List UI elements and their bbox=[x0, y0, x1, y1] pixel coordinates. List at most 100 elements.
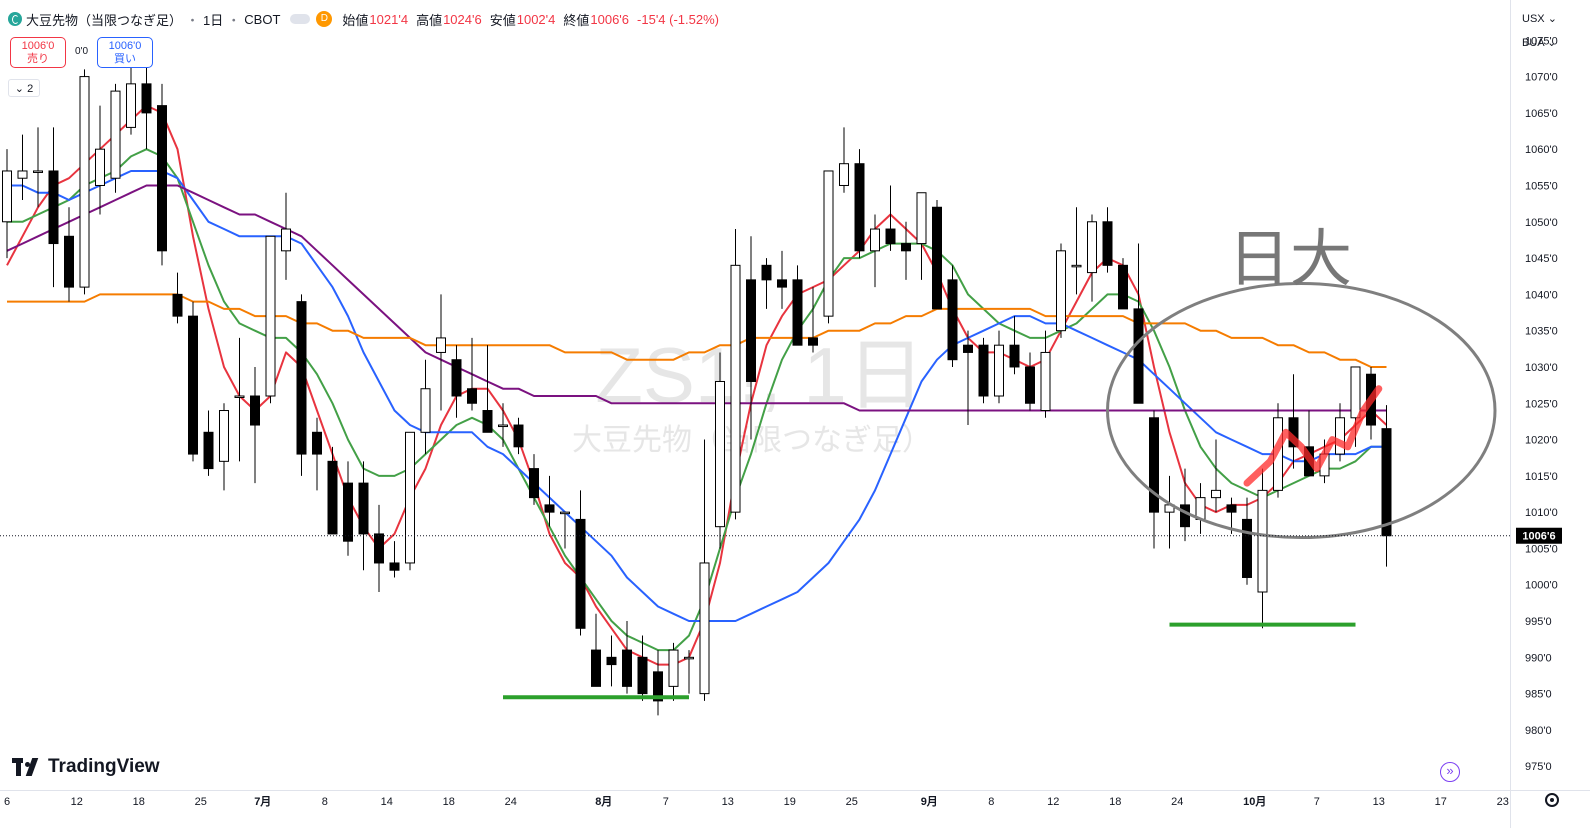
candle-body bbox=[715, 380, 725, 528]
candle bbox=[64, 207, 74, 302]
interval-label[interactable]: 1日 bbox=[203, 12, 224, 28]
indicators-collapse-button[interactable]: ⌄ 2 bbox=[8, 79, 40, 97]
candle-body bbox=[808, 337, 818, 346]
candle bbox=[1381, 405, 1392, 567]
candle bbox=[1257, 468, 1268, 629]
candle bbox=[327, 446, 338, 535]
candle-body bbox=[823, 170, 834, 317]
x-tick-label: 17 bbox=[1435, 796, 1447, 808]
candle bbox=[901, 221, 911, 280]
candle-body bbox=[684, 656, 694, 660]
candle bbox=[575, 490, 586, 636]
candle bbox=[684, 650, 694, 694]
candle-body bbox=[64, 235, 74, 288]
candle bbox=[730, 229, 741, 520]
candle-body bbox=[1180, 504, 1190, 528]
symbol-header: 大豆先物（当限つなぎ足） ・ 1日 ・ CBOT D 始値 1021'4 高値 10… bbox=[8, 9, 727, 29]
candle bbox=[48, 127, 59, 288]
candle-body bbox=[637, 656, 648, 695]
y-tick-label: 975'0 bbox=[1525, 761, 1552, 773]
candle bbox=[792, 265, 803, 346]
candle-body bbox=[591, 649, 601, 687]
candle-body bbox=[1149, 417, 1159, 513]
candle bbox=[33, 127, 43, 208]
candle bbox=[1118, 258, 1128, 310]
candle bbox=[699, 439, 710, 701]
candle-body bbox=[327, 460, 338, 535]
candle-body bbox=[885, 228, 896, 245]
ma-line-1 bbox=[7, 148, 1387, 652]
buy-button[interactable]: 1006'0 買い bbox=[97, 37, 153, 68]
candle bbox=[343, 461, 353, 556]
candle bbox=[157, 83, 167, 266]
candle-body bbox=[482, 410, 493, 433]
candle-body bbox=[296, 301, 307, 455]
candle-body bbox=[110, 90, 121, 179]
candle-body bbox=[420, 388, 431, 433]
x-tick-label: 18 bbox=[1109, 796, 1121, 808]
candle-body bbox=[250, 395, 260, 426]
buy-price: 1006'0 bbox=[108, 40, 142, 52]
candle bbox=[1180, 468, 1190, 542]
candle-body bbox=[1025, 366, 1035, 404]
candle-body bbox=[963, 344, 973, 353]
candle-body bbox=[761, 264, 772, 281]
candle-body bbox=[48, 170, 59, 245]
x-tick-label: 12 bbox=[71, 796, 83, 808]
candle bbox=[1025, 352, 1035, 411]
candle-body bbox=[389, 562, 400, 571]
indicator-count: 2 bbox=[27, 83, 34, 95]
candle-body bbox=[1381, 428, 1392, 537]
candle bbox=[777, 250, 787, 309]
candle-body bbox=[79, 76, 90, 288]
close-label: 終値 bbox=[563, 12, 590, 28]
candle bbox=[622, 621, 632, 694]
candle-body bbox=[374, 533, 384, 564]
x-tick-label: 24 bbox=[505, 796, 517, 808]
y-tick-label: 1025'0 bbox=[1525, 398, 1558, 410]
candle bbox=[1149, 410, 1159, 549]
x-tick-label: 10月 bbox=[1243, 795, 1266, 808]
symbol-name[interactable]: 大豆先物（当限つなぎ足） bbox=[26, 12, 183, 28]
candle bbox=[451, 345, 462, 418]
candle-body bbox=[544, 504, 555, 513]
candle-body bbox=[265, 235, 276, 397]
unit-label: BUA bbox=[1522, 37, 1545, 49]
currency-button[interactable]: USX ⌄ bbox=[1522, 12, 1562, 25]
tradingview-logo[interactable]: TradingView bbox=[12, 756, 160, 778]
y-tick-label: 1030'0 bbox=[1525, 362, 1558, 374]
market-status-icon[interactable]: D bbox=[316, 11, 333, 27]
unit-button[interactable]: BUA ⌄ bbox=[1522, 36, 1562, 49]
candle-body bbox=[451, 359, 462, 397]
candle-body bbox=[219, 410, 229, 462]
sell-button[interactable]: 1006'0 売り bbox=[10, 37, 66, 68]
candle-body bbox=[405, 431, 415, 564]
candle-body bbox=[1071, 264, 1082, 268]
candle bbox=[420, 359, 431, 455]
annotation-circle bbox=[1106, 281, 1497, 540]
candle bbox=[405, 431, 415, 571]
candle-body bbox=[234, 395, 245, 398]
candle bbox=[188, 301, 198, 462]
sell-price: 1006'0 bbox=[21, 40, 55, 52]
chevron-down-icon: ⌄ bbox=[14, 83, 25, 95]
candle bbox=[219, 403, 229, 491]
candle-body bbox=[560, 511, 570, 515]
candle-body bbox=[1102, 221, 1113, 266]
gear-icon[interactable] bbox=[1545, 793, 1559, 807]
candle bbox=[1056, 243, 1066, 338]
x-tick-label: 12 bbox=[1047, 796, 1059, 808]
candle-body bbox=[932, 206, 942, 310]
candle bbox=[1087, 214, 1097, 302]
close-value: 1006'6 bbox=[590, 11, 630, 27]
candle bbox=[529, 454, 539, 505]
annotation-text: 日大 bbox=[1228, 225, 1352, 294]
high-value: 1024'6 bbox=[443, 11, 482, 27]
scroll-to-realtime-icon[interactable]: » bbox=[1440, 762, 1460, 782]
x-tick-label: 6 bbox=[4, 796, 10, 808]
visibility-toggle-icon[interactable] bbox=[290, 14, 311, 24]
candle bbox=[234, 337, 245, 462]
current-price-label: 1006'6 bbox=[1522, 531, 1555, 543]
